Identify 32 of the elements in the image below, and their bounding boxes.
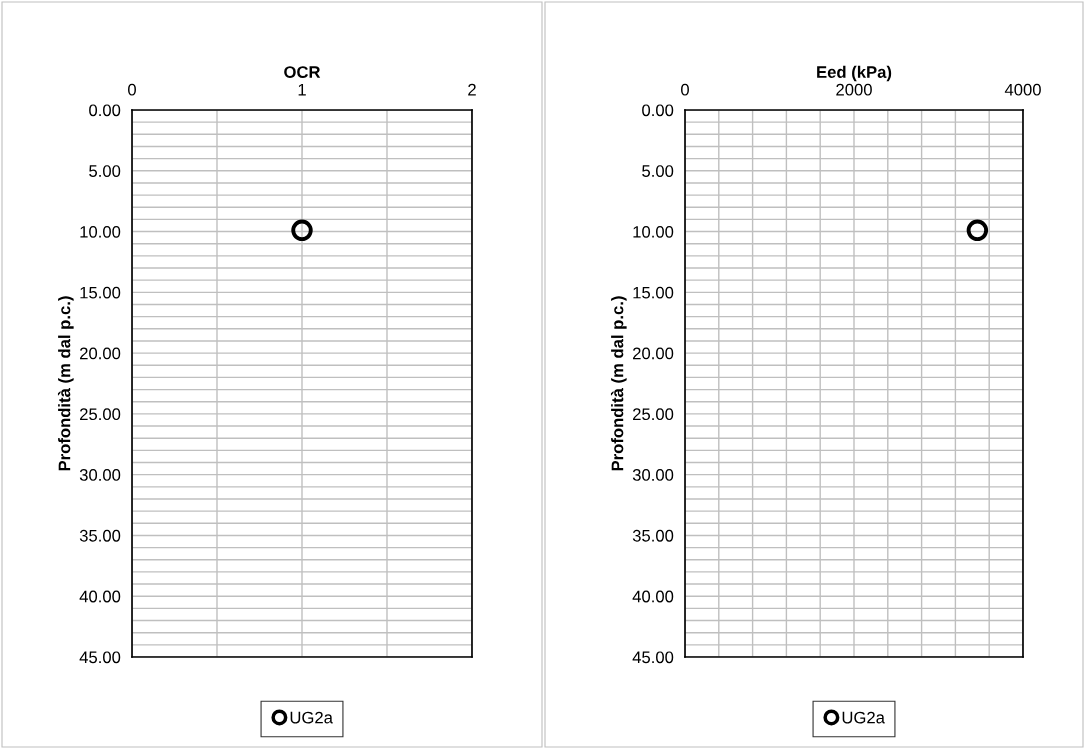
y-tick-label: 40.00 — [79, 590, 121, 603]
y-tick-label: 0.00 — [642, 104, 674, 117]
y-tick-label: 10.00 — [80, 225, 121, 238]
y-tick-label: 35.00 — [79, 529, 121, 542]
x-tick-label: 1 — [298, 83, 306, 96]
x-tick-label: 0 — [128, 83, 136, 96]
x-tick-label: 2000 — [836, 83, 872, 96]
y-tick-label: 30.00 — [79, 469, 121, 481]
y-tick-label: 15.00 — [633, 286, 674, 299]
y-tick-label: 0.00 — [89, 104, 121, 117]
y-tick-label: 5.00 — [642, 165, 674, 177]
x-tick-label: 4000 — [1004, 83, 1041, 96]
x-axis-title: OCR — [284, 66, 321, 78]
y-axis-title: Profondità (m dal p.c.) — [57, 296, 74, 471]
y-tick-label: 10.00 — [633, 225, 674, 238]
y-axis-title: Profondità (m dal p.c.) — [610, 296, 627, 471]
y-tick-label: 45.00 — [79, 651, 121, 664]
y-tick-label: 40.00 — [632, 590, 674, 603]
legend-label: UG2a — [842, 711, 885, 724]
legend-label: UG2a — [290, 711, 333, 724]
x-tick-label: 2 — [468, 83, 476, 96]
y-tick-label: 25.00 — [633, 408, 674, 421]
y-tick-label: 45.00 — [632, 651, 674, 664]
y-tick-label: 15.00 — [80, 286, 121, 299]
y-tick-label: 20.00 — [80, 347, 121, 360]
y-tick-label: 5.00 — [89, 165, 121, 177]
y-tick-label: 20.00 — [633, 347, 674, 360]
y-tick-label: 25.00 — [80, 408, 121, 421]
x-axis-title: Eed (kPa) — [817, 65, 892, 82]
y-tick-label: 30.00 — [632, 469, 674, 481]
x-tick-label: 0 — [681, 83, 689, 96]
y-tick-label: 35.00 — [632, 529, 674, 542]
